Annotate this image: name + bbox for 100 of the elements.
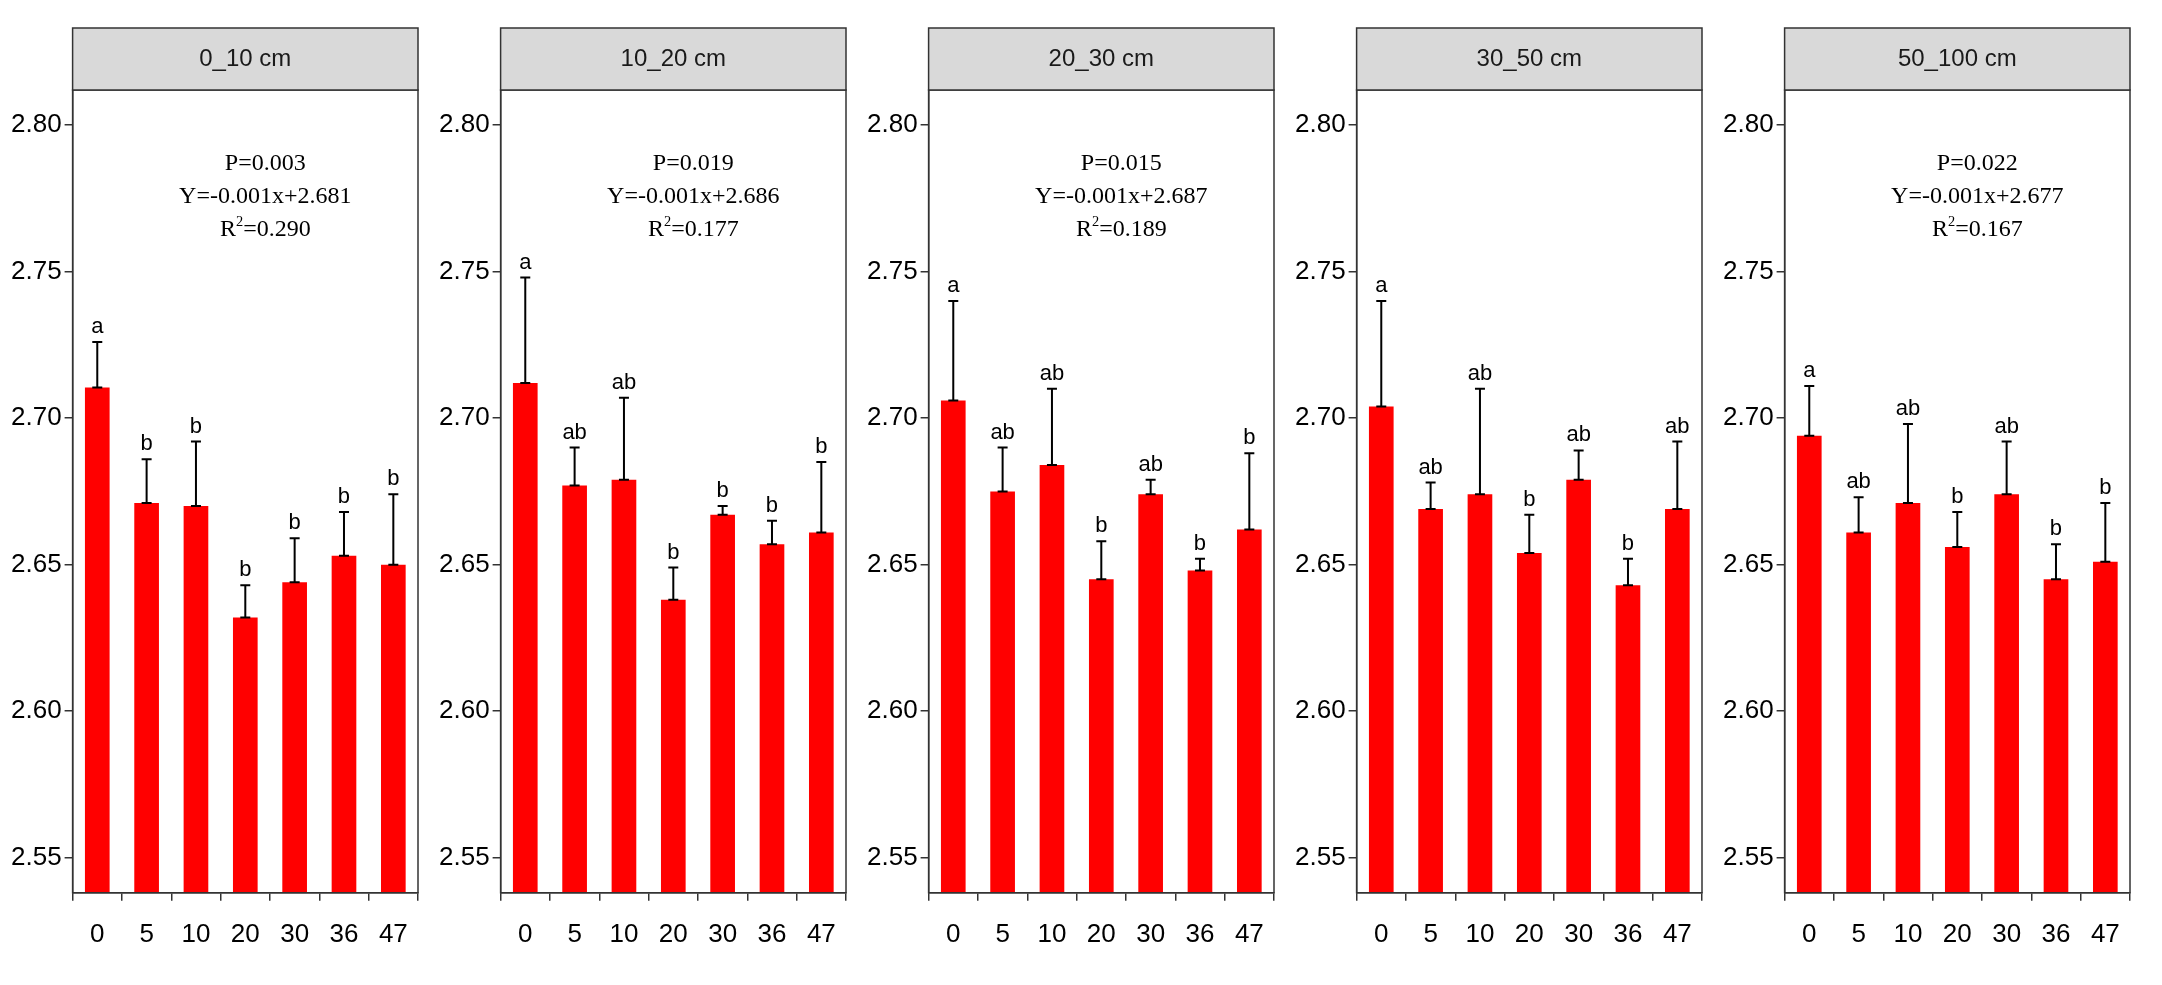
y-tick-label: 2.60 bbox=[1294, 694, 1346, 725]
x-tick-label: 30 bbox=[708, 917, 738, 948]
x-tick-label: 20 bbox=[1942, 917, 1972, 948]
x-tick-label: 5 bbox=[1851, 917, 1866, 948]
x-tick-label: 20 bbox=[1086, 917, 1116, 948]
y-tick-label: 2.75 bbox=[438, 254, 490, 285]
annotation: P=0.015 bbox=[1080, 149, 1162, 175]
annotation: b bbox=[815, 433, 828, 459]
x-tick-label: 5 bbox=[567, 917, 582, 948]
y-tick-label: 2.55 bbox=[866, 840, 918, 871]
x-tick-label: 30 bbox=[280, 917, 310, 948]
y-tick-label: 2.70 bbox=[1294, 401, 1346, 432]
y-tick-label: 2.55 bbox=[1294, 840, 1346, 871]
chart-title: 0_10 cm bbox=[199, 43, 292, 71]
x-tick-label: 20 bbox=[658, 917, 688, 948]
x-tick-label: 30 bbox=[1136, 917, 1166, 948]
x-tick-label: 47 bbox=[378, 917, 408, 948]
y-tick-label: 2.80 bbox=[1722, 108, 1774, 139]
annotation: a bbox=[1375, 272, 1389, 298]
x-tick-label: 36 bbox=[329, 917, 359, 948]
y-tick-label: 2.75 bbox=[866, 254, 918, 285]
annotation: ab bbox=[1039, 359, 1065, 385]
x-tick-label: 10 bbox=[181, 917, 211, 948]
x-tick-label: 20 bbox=[230, 917, 260, 948]
x-tick-label: 5 bbox=[995, 917, 1010, 948]
y-tick-label: 2.75 bbox=[10, 254, 62, 285]
annotation: b bbox=[1523, 485, 1536, 511]
x-tick-label: 10 bbox=[609, 917, 639, 948]
annotation: b bbox=[288, 509, 301, 535]
annotation: b bbox=[1193, 529, 1207, 555]
x-tick-label: 47 bbox=[1662, 917, 1692, 948]
annotation: b bbox=[387, 465, 400, 491]
annotation: b bbox=[337, 482, 351, 508]
annotation: ab bbox=[1846, 468, 1871, 494]
y-tick-label: 2.55 bbox=[1722, 840, 1774, 871]
y-tick-label: 2.60 bbox=[10, 694, 62, 725]
x-tick-label: 47 bbox=[2090, 917, 2120, 948]
y-tick-label: 2.80 bbox=[10, 108, 62, 139]
annotation: ab bbox=[990, 418, 1015, 444]
x-tick-label: 0 bbox=[518, 917, 533, 948]
annotation: b bbox=[189, 412, 203, 438]
annotation: a bbox=[947, 272, 961, 298]
x-tick-label: 10 bbox=[1465, 917, 1495, 948]
annotation: ab bbox=[562, 418, 587, 444]
x-tick-label: 36 bbox=[1613, 917, 1643, 948]
annotation: ab bbox=[1138, 450, 1163, 476]
y-tick-label: 2.70 bbox=[1722, 401, 1774, 432]
y-tick-label: 2.75 bbox=[1294, 254, 1346, 285]
y-tick-label: 2.70 bbox=[10, 401, 62, 432]
x-tick-label: 0 bbox=[946, 917, 961, 948]
annotation: P=0.003 bbox=[224, 149, 306, 175]
y-tick-label: 2.65 bbox=[10, 547, 62, 578]
x-tick-label: 0 bbox=[1802, 917, 1817, 948]
x-tick-label: 47 bbox=[1234, 917, 1264, 948]
chart-title: 30_50 cm bbox=[1476, 43, 1582, 71]
x-tick-label: 20 bbox=[1514, 917, 1544, 948]
y-tick-label: 2.70 bbox=[866, 401, 918, 432]
x-tick-label: 0 bbox=[90, 917, 105, 948]
x-tick-label: 0 bbox=[1374, 917, 1389, 948]
y-tick-label: 2.55 bbox=[438, 840, 490, 871]
annotation: Y=-0.001x+2.687 bbox=[1035, 182, 1208, 208]
y-tick-label: 2.80 bbox=[866, 108, 918, 139]
annotation: b bbox=[2049, 515, 2063, 541]
annotation: b bbox=[2099, 474, 2112, 500]
annotation: a bbox=[1803, 356, 1817, 382]
y-tick-label: 2.65 bbox=[438, 547, 490, 578]
annotation: Y=-0.001x+2.677 bbox=[1891, 182, 2064, 208]
annotation: ab bbox=[1566, 421, 1591, 447]
annotation: ab bbox=[611, 368, 637, 394]
y-tick-label: 2.65 bbox=[1294, 547, 1346, 578]
y-tick-label: 2.60 bbox=[866, 694, 918, 725]
y-tick-label: 2.80 bbox=[1294, 108, 1346, 139]
x-tick-label: 30 bbox=[1992, 917, 2022, 948]
y-tick-label: 2.65 bbox=[866, 547, 918, 578]
annotation: ab bbox=[1895, 395, 1921, 421]
y-tick-label: 2.55 bbox=[10, 840, 62, 871]
annotation: b bbox=[765, 491, 779, 517]
chart-title: 10_20 cm bbox=[620, 43, 726, 71]
annotation: P=0.019 bbox=[652, 149, 734, 175]
x-tick-label: 36 bbox=[757, 917, 787, 948]
chart-title: 20_30 cm bbox=[1048, 43, 1154, 71]
annotation: a bbox=[519, 248, 533, 274]
y-tick-label: 2.65 bbox=[1722, 547, 1774, 578]
y-tick-label: 2.75 bbox=[1722, 254, 1774, 285]
annotation: b bbox=[1243, 424, 1256, 450]
annotation: b bbox=[1951, 482, 1964, 508]
annotation: ab bbox=[1665, 412, 1690, 438]
annotation: b bbox=[716, 477, 729, 503]
x-tick-label: 47 bbox=[806, 917, 836, 948]
annotation: a bbox=[91, 313, 105, 339]
y-tick-label: 2.60 bbox=[438, 694, 490, 725]
annotation: P=0.022 bbox=[1936, 149, 2018, 175]
x-tick-label: 36 bbox=[2041, 917, 2071, 948]
chart-title: 50_100 cm bbox=[1897, 43, 2017, 71]
annotation: b bbox=[667, 538, 680, 564]
annotation: Y=-0.001x+2.681 bbox=[179, 182, 352, 208]
x-tick-label: 5 bbox=[139, 917, 154, 948]
y-tick-label: 2.60 bbox=[1722, 694, 1774, 725]
x-tick-label: 36 bbox=[1185, 917, 1215, 948]
x-tick-label: 10 bbox=[1893, 917, 1923, 948]
